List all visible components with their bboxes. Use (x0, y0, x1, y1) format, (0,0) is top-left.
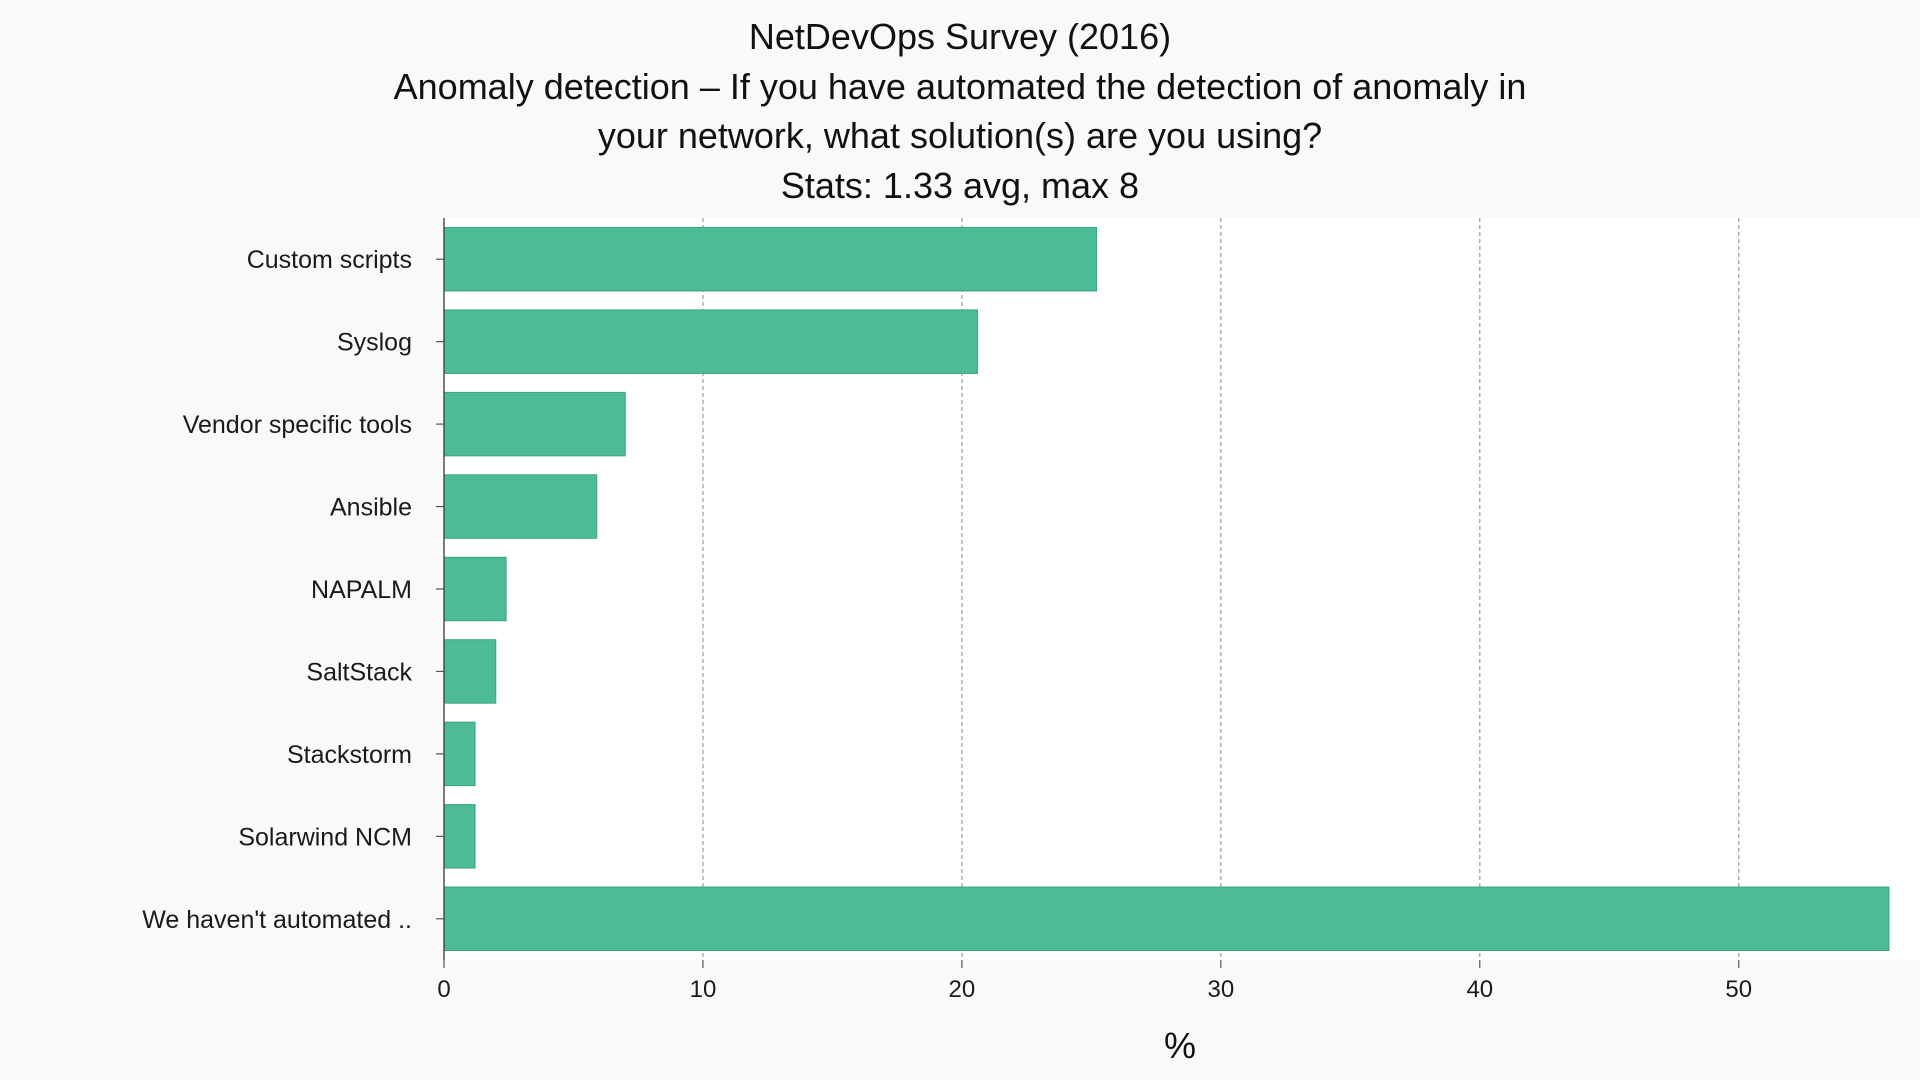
category-label: Custom scripts (247, 246, 412, 274)
bar (443, 721, 476, 787)
category-label: Vendor specific tools (183, 411, 412, 439)
category-label: Ansible (330, 494, 412, 522)
x-tick-label: 0 (437, 976, 450, 1003)
category-label: SaltStack (306, 658, 412, 686)
bar (443, 474, 598, 539)
grid-lines (702, 218, 1740, 960)
x-tick-label: 30 (1207, 976, 1234, 1003)
category-label: We haven't automated .. (142, 906, 412, 934)
bar (443, 639, 497, 704)
x-tick-label: 50 (1725, 976, 1752, 1003)
category-labels: Custom scripts Syslog Vendor specific tool… (142, 246, 444, 934)
x-axis-title: % (1164, 1025, 1196, 1066)
x-tick-label: 20 (949, 976, 976, 1003)
bar (443, 309, 978, 374)
bar (443, 804, 476, 869)
bar (443, 391, 626, 457)
bars (443, 226, 1890, 952)
category-label: Solarwind NCM (238, 823, 412, 851)
chart-title: NetDevOps Survey (2016) (748, 16, 1172, 57)
bar (443, 226, 1098, 292)
category-label: NAPALM (311, 576, 412, 604)
chart-subtitle-line-2: your network, what solution(s) are you u… (597, 115, 1323, 156)
bar (443, 886, 1890, 952)
chart-subtitle-line-1: Anomaly detection – If you have automate… (393, 66, 1527, 107)
x-tick-label: 40 (1466, 976, 1493, 1003)
chart-subtitle-line-3: Stats: 1.33 avg, max 8 (780, 165, 1140, 206)
category-label: Syslog (337, 329, 412, 357)
x-axis-ticks: 0 10 20 30 40 50 (437, 960, 1752, 1003)
bar (443, 556, 507, 622)
category-label: Stackstorm (287, 741, 412, 769)
x-tick-label: 10 (690, 976, 717, 1003)
